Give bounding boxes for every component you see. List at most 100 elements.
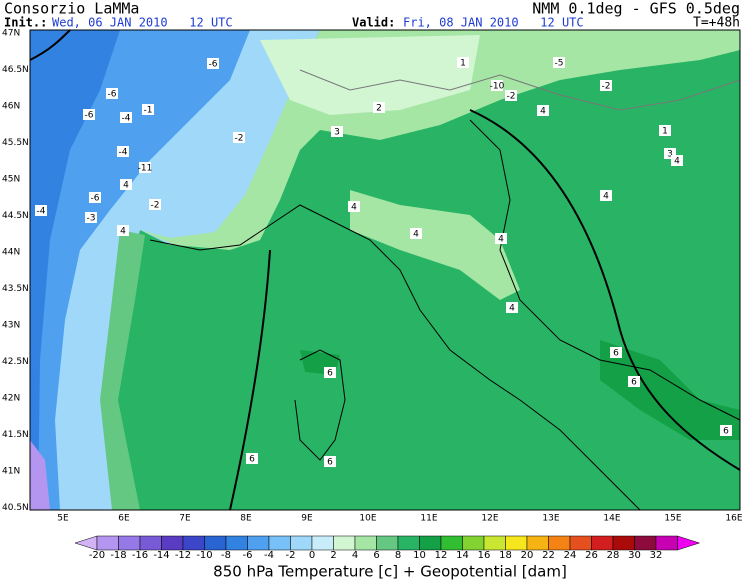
coastline (149, 204, 641, 511)
contour-label-box (537, 105, 549, 116)
contour-label-box (246, 453, 258, 464)
lat-label: 44N (2, 248, 20, 258)
contour-label: -6 (91, 194, 100, 204)
lon-label: 16E (725, 514, 742, 524)
valid-date: Fri, 08 JAN 2010 12 UTC (403, 16, 584, 30)
colorbar-tick-label: 8 (395, 550, 401, 561)
lavender-region (30, 440, 50, 510)
colorbar-swatch (139, 535, 162, 551)
colorbar-swatch (397, 535, 420, 551)
lead-time: T=+48h (693, 16, 740, 31)
colorbar-swatch (354, 535, 377, 551)
contour-label: -1 (144, 106, 153, 116)
colorbar-swatch (333, 535, 356, 551)
geopotential-line (229, 249, 271, 511)
contour-label-box (207, 58, 219, 69)
contour-label: 1 (662, 127, 668, 137)
colorbar-tick-label: 6 (373, 550, 379, 561)
colorbar-swatch (376, 535, 399, 551)
contour-label-box (671, 155, 683, 166)
colorbar-tick-label: 10 (413, 550, 426, 561)
contour-label-box (373, 102, 385, 113)
colorbar-tick-label: 14 (456, 550, 469, 561)
contour-label: -2 (602, 82, 611, 92)
colorbar-tick-label: 20 (521, 550, 534, 561)
colorbar-swatch (548, 535, 571, 551)
contour-label: -5 (555, 59, 564, 69)
contour-label: 6 (613, 349, 619, 359)
contour-label: 6 (327, 458, 333, 468)
contour-label: -2 (235, 134, 244, 144)
lat-label: 46N (2, 102, 20, 112)
colorbar-tick-label: -6 (243, 550, 253, 561)
contour-label-box (233, 132, 245, 143)
lon-label: 5E (57, 514, 69, 524)
lat-label: 42N (2, 394, 20, 404)
contour-label-box (600, 80, 612, 91)
contour-label-box (85, 212, 97, 223)
alps-region (260, 35, 480, 115)
colorbar-tick-label: -2 (286, 550, 296, 561)
contour-label: -4 (122, 114, 131, 124)
init-date: Wed, 06 JAN 2010 12 UTC (52, 16, 233, 30)
lon-label: 8E (240, 514, 252, 524)
contour-label: 4 (120, 227, 126, 237)
colorbar-swatch (118, 535, 141, 551)
po-region (350, 190, 520, 300)
valid-label: Valid: (352, 16, 395, 30)
contour-label: 4 (498, 235, 504, 245)
lat-label: 46.5N (2, 65, 29, 75)
contour-label-box (120, 179, 132, 190)
coastline (294, 349, 346, 461)
colorbar-tick-label: 22 (542, 550, 555, 561)
lon-label: 13E (542, 514, 559, 524)
lon-label: 7E (179, 514, 191, 524)
colorbar-swatch (161, 535, 184, 551)
contour-label-box (505, 90, 517, 101)
contour-label-box (600, 190, 612, 201)
lat-label: 41N (2, 467, 20, 477)
contour-label: 6 (249, 455, 255, 465)
contour-label-box (324, 367, 336, 378)
colorbar-swatch (569, 535, 592, 551)
contour-label: -2 (151, 201, 160, 211)
lon-label: 14E (603, 514, 620, 524)
colorbar-swatch (483, 535, 506, 551)
contour-label: 3 (667, 150, 673, 160)
contour-label-box (553, 57, 565, 68)
contour-label: -4 (119, 148, 128, 158)
contour-label: 3 (334, 128, 340, 138)
lon-label: 11E (420, 514, 437, 524)
colorbar-tick-label: 0 (309, 550, 315, 561)
colorbar-tick-label: 30 (628, 550, 641, 561)
colorbar-swatch (204, 535, 227, 551)
lat-label: 41.5N (2, 430, 29, 440)
contour-label: -4 (37, 207, 46, 217)
colorbar-swatch (290, 535, 313, 551)
lat-label: 42.5N (2, 357, 29, 367)
contour-label-box (331, 126, 343, 137)
contour-label-box (610, 347, 622, 358)
contour-label-box (117, 225, 129, 236)
colorbar-swatch (612, 535, 635, 551)
contour-label-box (457, 57, 469, 68)
colorbar-tick-label: -4 (264, 550, 274, 561)
lon-label: 9E (301, 514, 313, 524)
lon-label: 12E (481, 514, 498, 524)
contour-label-box (106, 88, 118, 99)
lat-label: 45N (2, 175, 20, 185)
colorbar-swatch (96, 535, 119, 551)
colorbar-tick-label: -16 (132, 550, 148, 561)
contour-label-box (628, 376, 640, 387)
colorbar-swatch (505, 535, 528, 551)
contour-label: 6 (631, 378, 637, 388)
colorbar-swatch (462, 535, 485, 551)
colorbar-swatch (268, 535, 291, 551)
coldest-region (30, 30, 120, 510)
contour-label: -3 (87, 214, 96, 224)
contour-label-box (324, 456, 336, 467)
lat-label: 40.5N (2, 503, 29, 513)
contour-label: -2 (507, 92, 516, 102)
